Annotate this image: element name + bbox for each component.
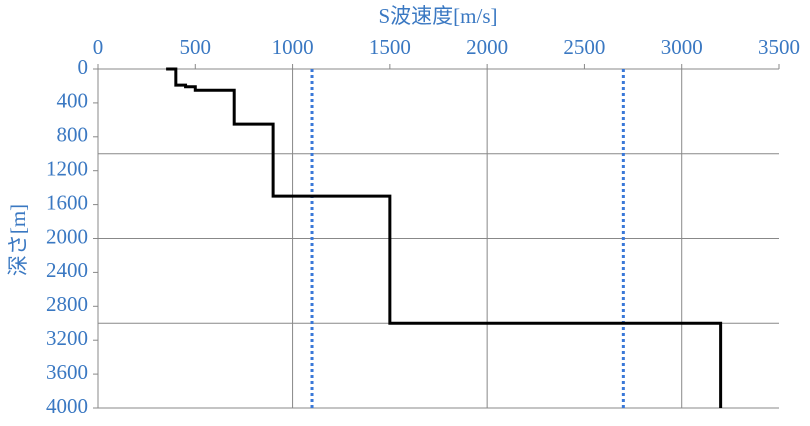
- x-axis-label: S波速度[m/s]: [378, 4, 497, 28]
- y-tick-label: 3600: [46, 360, 88, 384]
- x-tick-label: 1000: [272, 35, 314, 59]
- x-tick-label: 3000: [661, 35, 703, 59]
- x-tick-label: 3500: [758, 35, 800, 59]
- y-tick-label: 0: [78, 55, 89, 79]
- y-tick-label: 2400: [46, 258, 88, 282]
- y-tick-label: 1200: [46, 157, 88, 181]
- profile-line: [166, 67, 723, 408]
- y-tick-label: 400: [57, 89, 89, 113]
- x-tick-label: 2000: [466, 35, 508, 59]
- x-tick-label: 2500: [563, 35, 605, 59]
- y-tick-label: 3200: [46, 326, 88, 350]
- y-tick-label: 4000: [46, 394, 88, 418]
- y-tick-label: 800: [57, 123, 89, 147]
- y-tick-label: 2000: [46, 224, 88, 248]
- y-axis-label: 深さ[m]: [6, 204, 30, 276]
- x-tick-label: 1500: [369, 35, 411, 59]
- y-tick-label: 1600: [46, 190, 88, 214]
- x-tick-label: 500: [180, 35, 212, 59]
- y-tick-label: 2800: [46, 292, 88, 316]
- x-tick-label: 0: [93, 35, 104, 59]
